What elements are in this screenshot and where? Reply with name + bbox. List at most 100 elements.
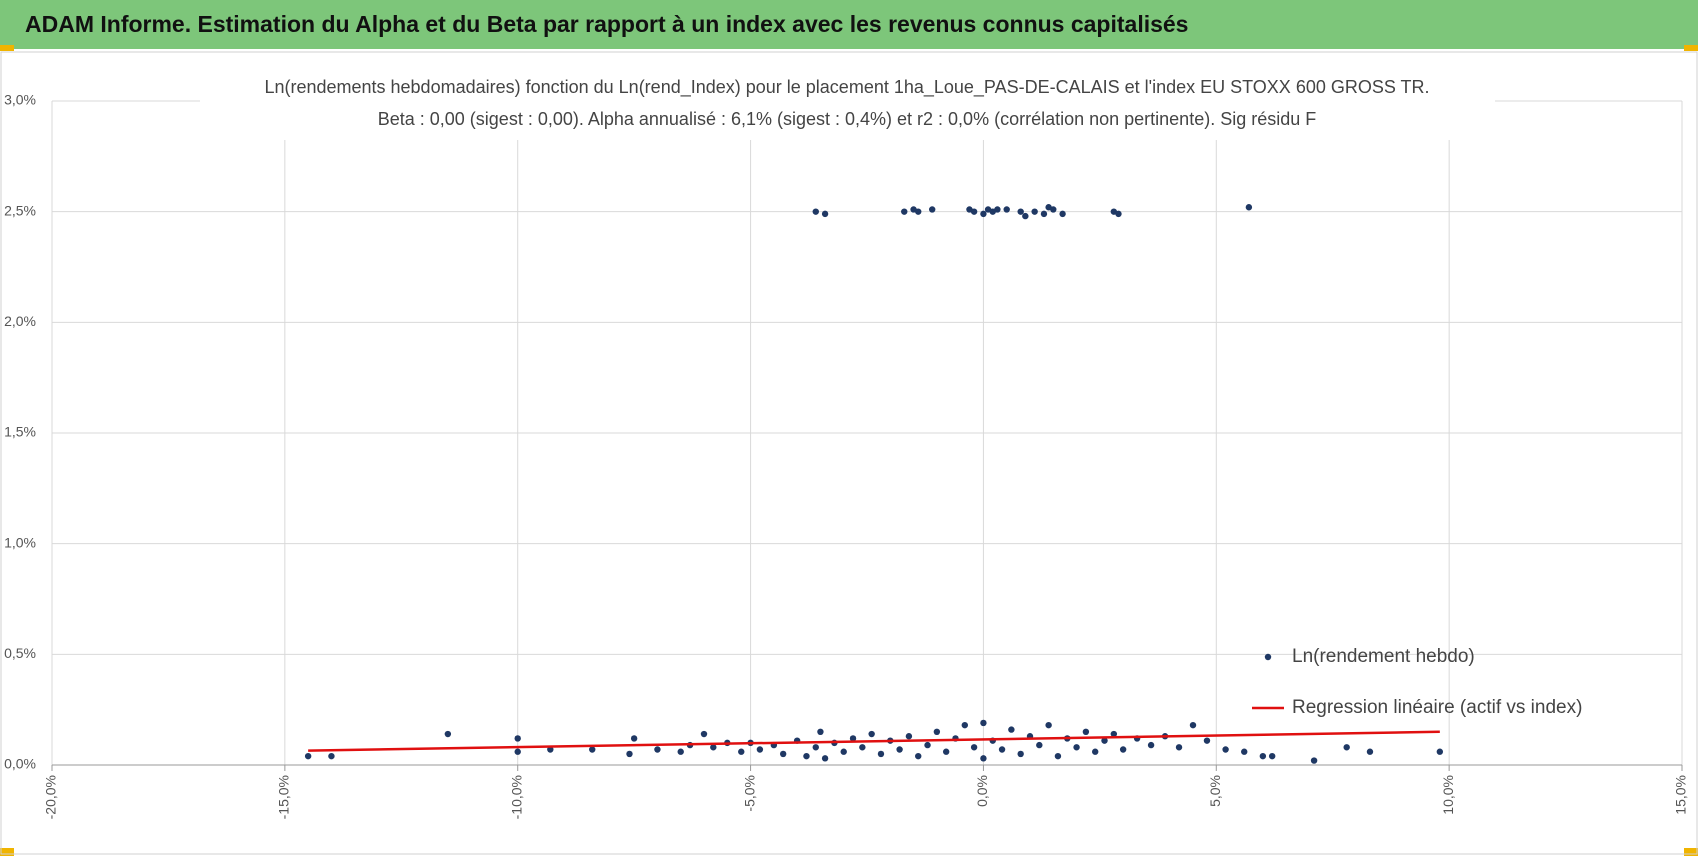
point: [994, 206, 1001, 213]
point: [589, 746, 596, 753]
point: [547, 746, 554, 753]
point: [654, 746, 661, 753]
point: [1050, 206, 1057, 213]
point: [1147, 741, 1155, 749]
point: [304, 752, 312, 760]
point: [929, 206, 936, 213]
point: [868, 730, 875, 738]
point: [933, 728, 941, 735]
point: [980, 210, 987, 218]
point: [1115, 210, 1122, 218]
point: [942, 748, 950, 755]
chart-border: [0, 51, 1698, 855]
point: [1222, 746, 1229, 753]
point: [905, 733, 913, 740]
y-tick-label: 0,5%: [4, 645, 36, 661]
point: [1008, 726, 1015, 733]
point: [1245, 204, 1253, 211]
x-tick-label: -20,0%: [43, 775, 59, 819]
point: [821, 755, 829, 762]
point: [1366, 748, 1374, 755]
point: [1259, 752, 1267, 760]
x-tick-label: -10,0%: [508, 775, 524, 819]
chart-title: Ln(rendements hebdomadaires) fonction du…: [264, 77, 1429, 98]
point: [1189, 721, 1197, 729]
point: [1101, 737, 1108, 744]
point: [821, 210, 829, 218]
y-tick-label: 0,0%: [4, 756, 36, 772]
point: [1017, 208, 1024, 215]
header-bar: [0, 0, 1698, 49]
x-tick-label: 15,0%: [1673, 775, 1689, 815]
point: [812, 744, 819, 751]
point: [1017, 750, 1024, 758]
y-tick-label: 1,0%: [4, 534, 36, 550]
point: [1310, 757, 1318, 764]
point: [1241, 748, 1248, 755]
x-tick-label: 10,0%: [1440, 775, 1456, 815]
x-tick-label: 5,0%: [1207, 775, 1223, 807]
corner: [1684, 45, 1698, 51]
point: [924, 741, 931, 749]
point: [1031, 208, 1038, 215]
y-tick-label: 2,5%: [4, 202, 36, 218]
point: [514, 735, 521, 742]
point: [998, 746, 1006, 753]
point: [1036, 741, 1043, 749]
point: [1022, 212, 1029, 220]
point: [803, 752, 810, 760]
point: [1003, 206, 1010, 213]
point: [738, 748, 745, 755]
point: [1054, 752, 1062, 760]
point: [444, 730, 452, 738]
point: [514, 748, 521, 755]
point: [1175, 744, 1183, 751]
point: [779, 750, 787, 758]
point: [901, 208, 908, 215]
point: [980, 755, 987, 762]
y-tick-label: 1,5%: [4, 424, 36, 440]
legend-label: Regression linéaire (actif vs index): [1292, 697, 1582, 718]
point: [970, 744, 978, 751]
point: [817, 728, 824, 735]
x-tick-label: -5,0%: [741, 775, 757, 812]
legend-swatch: [1264, 653, 1272, 661]
title-bg: [200, 72, 1495, 140]
point: [1082, 728, 1090, 735]
point: [961, 721, 968, 729]
point: [970, 208, 978, 215]
point: [1343, 744, 1350, 751]
point: [1436, 748, 1444, 755]
point: [859, 744, 866, 751]
point: [877, 750, 885, 758]
point: [1040, 210, 1048, 218]
point: [700, 730, 708, 738]
corner: [1684, 848, 1698, 856]
point: [710, 744, 717, 751]
point: [328, 752, 335, 760]
point: [1073, 744, 1080, 751]
point: [896, 746, 903, 753]
chart-subtitle: Beta : 0,00 (sigest : 0,00). Alpha annua…: [378, 109, 1317, 129]
point: [756, 746, 764, 753]
y-tick-label: 2,0%: [4, 313, 36, 329]
regression-line: [308, 730, 1440, 752]
point: [1059, 210, 1066, 218]
point: [1045, 721, 1052, 729]
x-tick-label: 0,0%: [974, 775, 990, 807]
point: [812, 208, 819, 215]
x-tick-label: -15,0%: [276, 775, 292, 819]
point: [840, 748, 847, 755]
header-title: ADAM Informe. Estimation du Alpha et du …: [25, 11, 1188, 37]
point: [1092, 748, 1099, 755]
point: [1203, 737, 1211, 744]
point: [1119, 746, 1127, 753]
y-tick-label: 3,0%: [4, 92, 36, 108]
point: [1268, 752, 1276, 760]
point: [630, 735, 638, 742]
point: [677, 748, 684, 755]
point: [849, 735, 857, 742]
corner: [0, 45, 14, 51]
point: [626, 750, 633, 758]
